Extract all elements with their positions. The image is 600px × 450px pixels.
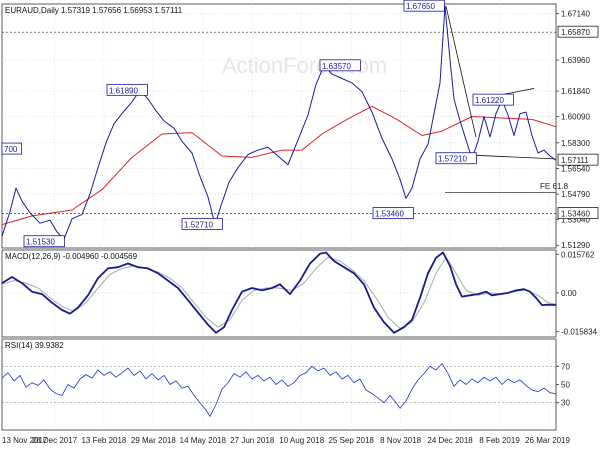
- price-level-label: 1.51530: [23, 235, 65, 248]
- price-level-label-box: [319, 59, 361, 72]
- price-y-tick-label: 1.56540: [561, 165, 590, 174]
- price-level-label-text: 1.61220: [475, 96, 504, 105]
- rsi-y-tick-label: 50: [561, 381, 570, 390]
- macd-panel-title: MACD(12,26,9) -0.004960 -0.004569: [5, 252, 138, 261]
- axis-value-box: 1.53460: [557, 207, 599, 219]
- price-y-tick-label: 1.60090: [561, 113, 590, 122]
- price-level-label-box: [435, 152, 477, 165]
- x-tick-label: 14 May 2018: [180, 436, 227, 445]
- price-y-tick-label: 1.63960: [561, 56, 590, 65]
- price-y-tick-label: 1.54790: [561, 190, 590, 199]
- price-level-label-box: [106, 83, 148, 96]
- macd-panel-frame: [1, 249, 557, 338]
- macd-y-tick-label: 0.015762: [561, 250, 595, 259]
- axis-value-box-rect: [557, 207, 599, 219]
- price-level-label: 1.53460: [372, 207, 414, 219]
- macd-line: [1, 251, 557, 334]
- price-y-tick-label: 1.51290: [561, 241, 590, 250]
- price-level-label: 1.61890: [106, 83, 148, 96]
- x-tick-label: 13 Feb 2018: [81, 436, 126, 445]
- price-level-label: 1.61220: [472, 93, 514, 106]
- trendline: [445, 6, 477, 138]
- rsi-line: [1, 363, 557, 417]
- price-level-label-box: [372, 207, 414, 219]
- x-tick-label: 13 Nov 2017: [2, 436, 48, 445]
- x-tick-label: 28 Dec 2017: [32, 436, 78, 445]
- x-tick-label: 27 Jun 2018: [230, 436, 275, 445]
- axis-value-box-text: 1.57111: [561, 156, 589, 165]
- macd-y-tick-label: 0.00: [561, 289, 577, 298]
- price-level-label-box: [23, 235, 65, 248]
- price-panel-title: EURAUD,Daily 1.57319 1.57656 1.56953 1.5…: [5, 6, 183, 15]
- x-tick-label: 8 Feb 2019: [479, 436, 520, 445]
- price-level-label-text: 1.51530: [26, 238, 55, 247]
- axis-value-box-text: 1.65870: [561, 28, 590, 37]
- macd-y-tick-label: -0.015834: [561, 328, 598, 337]
- price-level-label-box: [181, 218, 223, 230]
- x-tick-label: 8 Nov 2018: [380, 436, 421, 445]
- x-tick-label: 29 Mar 2018: [131, 436, 176, 445]
- series-layer: [1, 5, 557, 417]
- price-level-label-text: 1.61890: [109, 86, 138, 95]
- price-level-label-text: 1.67650: [406, 2, 435, 11]
- price-level-label-box: [472, 93, 514, 106]
- axis-value-box-text: 1.53460: [561, 210, 590, 219]
- price-level-label: 1.57210: [435, 152, 477, 165]
- price-level-label-text: 1.52710: [184, 220, 213, 229]
- moving-average-line: [1, 105, 557, 226]
- price-y-tick-label: 1.67140: [561, 10, 590, 19]
- price-y-tick-label: 1.53040: [561, 216, 590, 225]
- price-level-label-box: [1, 142, 23, 155]
- price-panel-frame: [1, 3, 557, 249]
- annotation-layer: 1.67650 1.63570 1.61890 1.61220 1.57210 1.534…: [1, 0, 569, 248]
- axis-value-box-rect: [557, 25, 599, 38]
- price-y-tick-label: 1.61840: [561, 87, 590, 96]
- rsi-y-tick-label: 30: [561, 399, 570, 408]
- fe-label: FE 61.8: [540, 182, 569, 191]
- price-level-label: 1.52710: [181, 218, 223, 230]
- price-level-label-text: 1.57210: [438, 155, 467, 164]
- grid-layer: [2, 4, 556, 430]
- rsi-panel-frame: [1, 338, 557, 431]
- x-tick-label: 24 Dec 2018: [427, 436, 473, 445]
- rsi-y-tick-label: 70: [561, 362, 570, 371]
- price-level-label-text: 700: [4, 145, 18, 154]
- watermark: ActionForex.com: [222, 53, 387, 78]
- axis-value-box: 1.65870: [557, 25, 599, 38]
- rsi-panel-title: RSI(14) 39.9382: [5, 341, 64, 350]
- price-line: [1, 5, 557, 240]
- trendline: [469, 154, 556, 160]
- price-level-label-text: 1.53460: [375, 210, 404, 219]
- price-level-label: 700: [1, 142, 23, 155]
- x-tick-label: 26 Mar 2019: [525, 436, 570, 445]
- price-level-label: 1.63570: [319, 59, 361, 72]
- axis-value-box-rect: [557, 153, 599, 166]
- x-tick-label: 25 Sep 2018: [328, 436, 374, 445]
- price-y-tick-label: 1.58300: [561, 139, 590, 148]
- price-level-label: 1.67650: [403, 0, 445, 12]
- axis-value-box: 1.57111: [557, 153, 599, 166]
- price-level-label-text: 1.63570: [322, 62, 351, 71]
- price-level-label-box: [403, 0, 445, 12]
- x-tick-label: 10 Aug 2018: [279, 436, 324, 445]
